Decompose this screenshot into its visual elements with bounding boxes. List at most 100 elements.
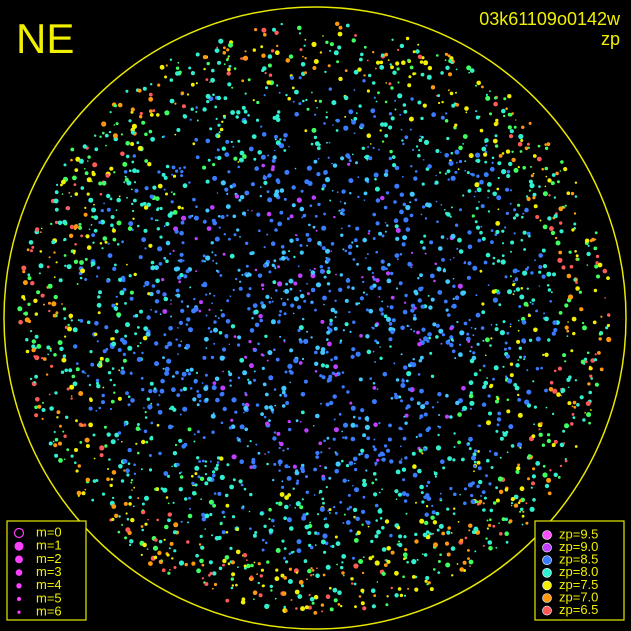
star: [365, 469, 368, 472]
star: [230, 586, 234, 590]
star: [242, 154, 247, 159]
star: [333, 427, 339, 433]
legend-symbol: [542, 542, 552, 553]
star: [108, 458, 111, 461]
star: [53, 443, 58, 448]
star: [147, 518, 149, 521]
star: [310, 574, 313, 577]
star: [583, 357, 588, 361]
star: [50, 222, 53, 226]
star: [373, 172, 379, 178]
star: [94, 147, 99, 152]
star: [466, 332, 470, 336]
star: [380, 195, 385, 201]
star: [228, 64, 232, 68]
star: [474, 182, 480, 188]
star: [462, 560, 467, 565]
star: [256, 100, 260, 105]
star: [259, 318, 264, 323]
star: [247, 209, 249, 211]
star: [219, 392, 224, 397]
star: [597, 351, 601, 355]
star: [328, 476, 332, 480]
star: [194, 472, 198, 476]
star: [467, 557, 470, 560]
star: [354, 467, 358, 472]
star: [372, 51, 375, 54]
star: [455, 103, 460, 107]
star: [515, 213, 519, 217]
star: [209, 81, 211, 83]
legend-symbol: [542, 593, 552, 603]
star: [186, 540, 190, 544]
star: [310, 270, 316, 275]
star: [93, 215, 99, 221]
star: [336, 118, 340, 123]
star: [133, 351, 136, 355]
star: [391, 318, 396, 323]
star: [510, 444, 515, 448]
star: [397, 492, 402, 497]
star: [57, 220, 63, 226]
star: [421, 135, 424, 139]
star: [188, 66, 192, 70]
star: [504, 487, 509, 492]
star: [552, 272, 556, 277]
star: [66, 387, 70, 391]
star: [130, 398, 135, 403]
star: [25, 338, 29, 342]
star: [548, 194, 551, 197]
star: [478, 201, 480, 203]
star: [365, 293, 368, 296]
star: [376, 458, 380, 462]
star: [496, 195, 502, 201]
star: [504, 275, 508, 279]
star: [391, 38, 394, 41]
star: [382, 453, 386, 456]
star: [155, 196, 160, 201]
star: [349, 401, 353, 405]
star: [253, 598, 255, 601]
star: [324, 517, 328, 520]
star: [370, 143, 372, 145]
star: [189, 118, 192, 121]
star: [231, 86, 234, 89]
star: [352, 556, 355, 560]
star: [227, 67, 231, 72]
star: [231, 454, 237, 460]
star: [123, 424, 126, 427]
star: [429, 351, 433, 355]
star: [128, 502, 132, 506]
star: [76, 225, 79, 228]
star: [592, 320, 597, 325]
star: [121, 366, 124, 370]
star: [171, 557, 174, 560]
star: [270, 319, 276, 325]
star: [193, 306, 199, 312]
star: [54, 220, 59, 224]
star: [117, 438, 119, 441]
star: [169, 541, 174, 546]
star: [150, 421, 154, 425]
star: [164, 110, 170, 116]
star: [195, 553, 199, 558]
star: [305, 475, 308, 479]
star: [530, 174, 534, 178]
star: [310, 142, 314, 146]
star: [360, 588, 365, 593]
star: [264, 405, 269, 410]
star: [386, 224, 389, 227]
star: [388, 337, 393, 342]
star: [280, 22, 283, 26]
star: [343, 125, 349, 131]
star: [260, 154, 266, 160]
star: [574, 379, 578, 382]
star: [398, 395, 402, 399]
star: [477, 466, 482, 471]
star: [53, 251, 56, 254]
star: [129, 296, 134, 301]
star: [182, 259, 185, 262]
star: [336, 191, 339, 194]
star: [302, 99, 305, 103]
star: [164, 366, 170, 372]
